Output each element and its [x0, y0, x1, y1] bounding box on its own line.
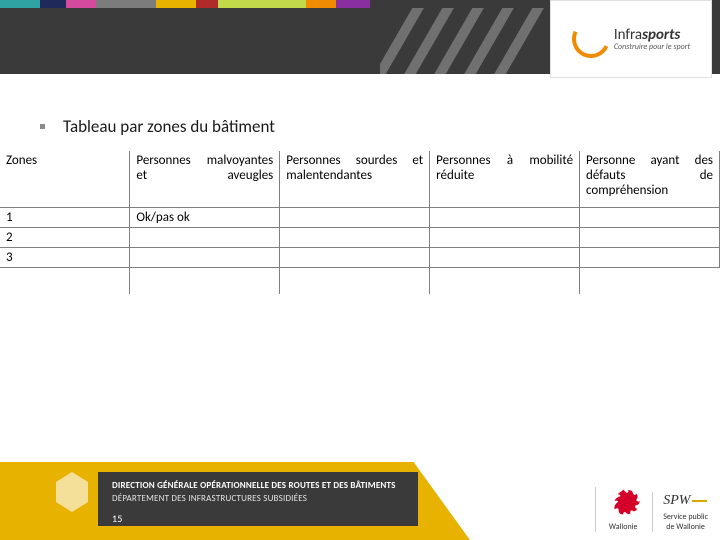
spw-label-2: de Wallonie	[663, 522, 708, 532]
table-cell	[280, 247, 430, 267]
wallonie-logo: Wallonie	[595, 487, 640, 532]
table-header-cell: Personnes malvoyantes et aveugles	[130, 151, 280, 207]
table-cell	[130, 247, 280, 267]
color-strip-segment	[96, 0, 156, 8]
header-diagonal-stripes	[380, 8, 550, 74]
color-strip-segment	[196, 0, 218, 8]
spw-bar-icon	[692, 500, 707, 502]
direction-line2: DÉPARTEMENT DES INFRASTRUCTURES SUBSIDIÉ…	[112, 493, 408, 504]
table-cell	[430, 247, 580, 267]
table-cell	[430, 207, 580, 227]
table-cell: Ok/pas ok	[130, 207, 280, 227]
table-header-cell: Personnes à mobilité réduite	[430, 151, 580, 207]
logo-text-light: Infra	[614, 26, 642, 44]
page-number: 15	[112, 512, 408, 525]
footer-right-logos: Wallonie SPW Service public de Wallonie	[595, 487, 708, 532]
table-row: 2	[0, 227, 720, 247]
bullet-dot-icon	[40, 124, 45, 129]
color-strip-segment	[40, 0, 66, 8]
rooster-icon	[606, 487, 640, 517]
slide-bullet-title: Tableau par zones du bâtiment	[40, 116, 720, 137]
table-cell	[130, 227, 280, 247]
table-header-cell: Personnes sourdes et malentendantes	[280, 151, 430, 207]
color-strip-segment	[218, 0, 306, 8]
logo-tagline: Construire pour le sport	[614, 43, 690, 51]
table-cell: 3	[0, 247, 130, 267]
table-header-cell: Zones	[0, 151, 130, 207]
spw-logo: SPW	[663, 492, 707, 510]
color-strip-segment	[66, 0, 96, 8]
logo-swoosh-icon	[567, 15, 616, 64]
table-cell	[580, 247, 720, 267]
color-strip-segment	[156, 0, 196, 8]
wallonie-label: Wallonie	[606, 522, 640, 532]
table-row: 1Ok/pas ok	[0, 207, 720, 227]
table-cell: 1	[0, 207, 130, 227]
spw-label-1: Service public	[663, 512, 708, 522]
footer-direction-block: DIRECTION GÉNÉRALE OPÉRATIONNELLE DES RO…	[98, 472, 418, 526]
spw-text: SPW	[663, 493, 690, 509]
table-cell	[580, 207, 720, 227]
table-cell: 2	[0, 227, 130, 247]
color-strip-segment	[0, 0, 40, 8]
table-cell	[280, 207, 430, 227]
table-cell	[280, 227, 430, 247]
slide-header: Infrasports Construire pour le sport	[0, 0, 720, 88]
color-strip-segment	[336, 0, 370, 8]
logo-text-bold: sports	[642, 26, 680, 44]
zones-table: ZonesPersonnes malvoyantes et aveuglesPe…	[0, 151, 720, 268]
color-strip-segment	[306, 0, 336, 8]
slide-footer: DIRECTION GÉNÉRALE OPÉRATIONNELLE DES RO…	[0, 462, 720, 540]
spw-logo-block: SPW Service public de Wallonie	[652, 492, 708, 532]
infrasports-logo: Infrasports Construire pour le sport	[550, 0, 712, 78]
table-cell	[430, 227, 580, 247]
direction-line1: DIRECTION GÉNÉRALE OPÉRATIONNELLE DES RO…	[112, 480, 408, 491]
table-tail-separators	[0, 268, 720, 294]
title-text: Tableau par zones du bâtiment	[63, 116, 275, 137]
table-row: 3	[0, 247, 720, 267]
table-cell	[580, 227, 720, 247]
table-header-cell: Personne ayant des défauts de compréhens…	[580, 151, 720, 207]
